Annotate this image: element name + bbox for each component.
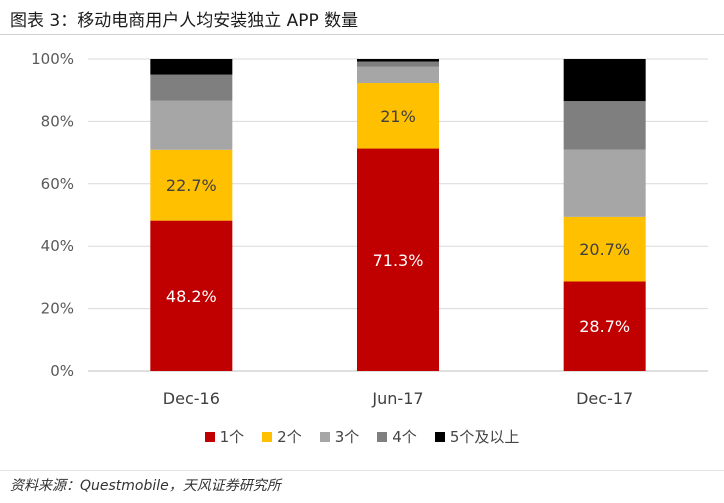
bar-segment <box>150 74 233 101</box>
chart-title: 图表 3：移动电商用户人均安装独立 APP 数量 <box>10 11 359 31</box>
data-label: 20.7% <box>579 240 630 259</box>
legend-label: 5个及以上 <box>449 428 520 446</box>
bar-segment <box>150 100 233 150</box>
data-label: 71.3% <box>373 251 424 270</box>
legend-label: 2个 <box>277 428 302 446</box>
y-tick-label: 100% <box>31 50 74 68</box>
x-tick-label: Dec-16 <box>163 389 220 408</box>
bar-segment <box>357 66 439 84</box>
data-label: 48.2% <box>166 287 217 306</box>
bar-segment <box>563 216 646 282</box>
data-label: 22.7% <box>166 176 217 195</box>
bar-segment <box>357 59 439 62</box>
legend-item: 2个 <box>262 426 302 447</box>
legend-swatch <box>319 431 330 442</box>
bar-segment <box>150 220 233 371</box>
legend-swatch <box>434 431 445 442</box>
bar-segment <box>563 281 646 371</box>
bar-segment <box>150 149 233 221</box>
x-tick-label: Dec-17 <box>576 389 633 408</box>
legend-label: 1个 <box>219 428 245 446</box>
y-tick-label: 80% <box>41 112 74 130</box>
legend-swatch <box>204 431 215 442</box>
bar-segment <box>150 59 233 75</box>
legend-label: 3个 <box>334 428 360 446</box>
x-tick-label: Jun-17 <box>371 389 423 408</box>
bar-segment <box>563 59 646 102</box>
y-tick-label: 20% <box>41 300 74 318</box>
bar-segment <box>563 101 646 150</box>
footer-divider <box>0 470 724 471</box>
stacked-bar-chart: 0% 20% 40% 60% 80% 100% Dec-16 Jun-17 Dec-17 48.2… <box>31 50 708 408</box>
y-tick-label: 0% <box>50 362 74 380</box>
data-label: 28.7% <box>579 317 630 336</box>
legend-item: 1个 <box>204 426 245 447</box>
legend-label: 4个 <box>392 428 417 446</box>
title-divider <box>0 34 724 35</box>
bar-segment <box>357 148 439 371</box>
legend-swatch <box>377 431 388 442</box>
legend-swatch <box>262 431 273 442</box>
y-tick-label: 40% <box>41 237 74 255</box>
legend-item: 5个及以上 <box>434 426 520 447</box>
bar-segment <box>563 149 646 217</box>
data-label: 21% <box>380 107 416 126</box>
chart-legend: 1个 2个 3个 4个 5个及以上 <box>0 426 724 447</box>
y-tick-label: 60% <box>41 175 74 193</box>
bar-segment <box>357 61 439 67</box>
legend-item: 3个 <box>319 426 360 447</box>
source-note: 资料来源：Questmobile，天风证券研究所 <box>10 478 281 494</box>
bar-segment <box>357 83 439 149</box>
legend-item: 4个 <box>377 426 417 447</box>
